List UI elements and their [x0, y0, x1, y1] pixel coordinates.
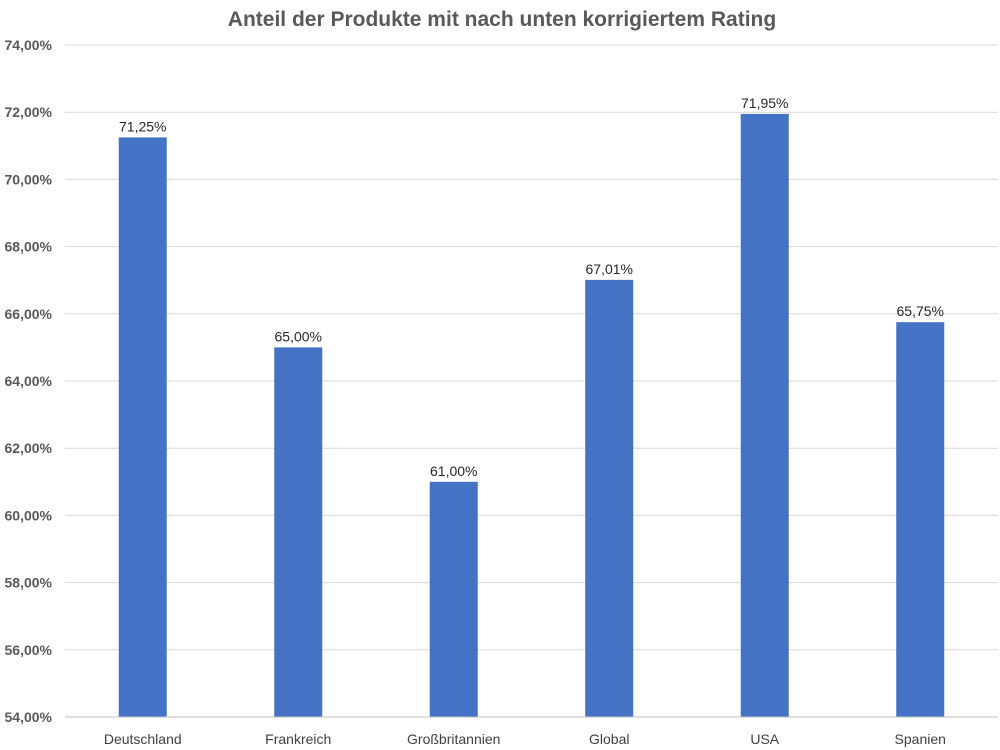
- bar-deutschland: [118, 137, 167, 717]
- data-label: 67,01%: [586, 261, 633, 277]
- y-tick-label: 64,00%: [5, 373, 53, 389]
- x-tick-label: Global: [589, 731, 629, 747]
- y-tick-label: 68,00%: [5, 239, 53, 255]
- bar-spanien: [896, 322, 945, 717]
- y-tick-label: 70,00%: [5, 171, 53, 187]
- bar-usa: [740, 113, 789, 717]
- bar-global: [585, 279, 634, 717]
- data-label: 65,75%: [897, 303, 944, 319]
- bar-gro-britannien: [429, 481, 478, 717]
- x-tick-label: Großbritannien: [407, 731, 500, 747]
- gridlines: [65, 44, 998, 651]
- x-tick-label: Deutschland: [104, 731, 182, 747]
- data-labels: 71,25% 65,00% 61,00% 67,01% 71,95% 65,75%: [119, 95, 944, 479]
- data-label: 65,00%: [275, 328, 322, 344]
- y-axis-ticks: 54,00% 56,00% 58,00% 60,00% 62,00% 64,00% 66,0…: [5, 37, 53, 725]
- bar-frankreich: [274, 347, 323, 717]
- y-tick-label: 72,00%: [5, 104, 53, 120]
- y-tick-label: 54,00%: [5, 709, 53, 725]
- y-tick-label: 66,00%: [5, 306, 53, 322]
- x-tick-label: Spanien: [895, 731, 946, 747]
- x-axis-ticks: Deutschland Frankreich Großbritannien Globa…: [104, 731, 946, 747]
- data-label: 71,95%: [741, 95, 788, 111]
- x-tick-label: Frankreich: [265, 731, 331, 747]
- chart-title: Anteil der Produkte mit nach unten korri…: [228, 8, 776, 31]
- y-tick-label: 58,00%: [5, 575, 53, 591]
- y-tick-label: 56,00%: [5, 642, 53, 658]
- y-tick-label: 74,00%: [5, 37, 53, 53]
- x-tick-label: USA: [750, 731, 779, 747]
- data-label: 71,25%: [119, 118, 166, 134]
- y-tick-label: 60,00%: [5, 507, 53, 523]
- y-tick-label: 62,00%: [5, 440, 53, 456]
- bars: [118, 113, 945, 717]
- data-label: 61,00%: [430, 463, 477, 479]
